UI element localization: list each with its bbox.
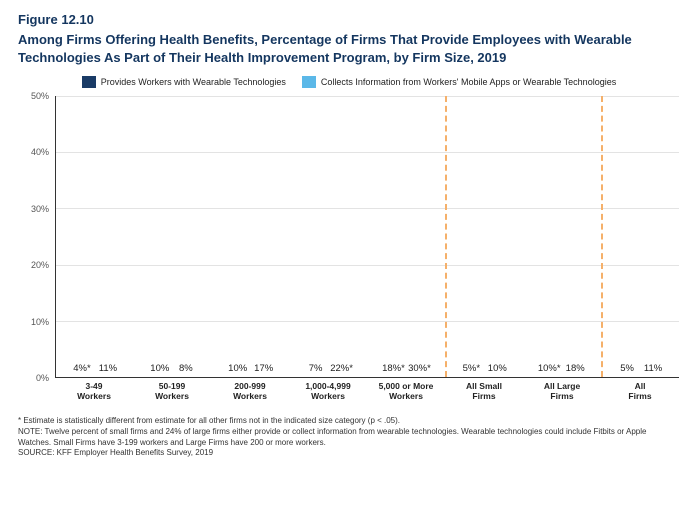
bar-value-label: 22%* — [330, 363, 353, 374]
legend: Provides Workers with Wearable Technolog… — [18, 76, 680, 88]
y-tick-label: 40% — [31, 147, 49, 157]
gridline — [56, 96, 679, 97]
gridline — [56, 265, 679, 266]
gridline — [56, 208, 679, 209]
figure-title: Among Firms Offering Health Benefits, Pe… — [18, 31, 680, 66]
bar-value-label: 30%* — [408, 363, 431, 374]
y-tick-label: 10% — [31, 317, 49, 327]
legend-label: Provides Workers with Wearable Technolog… — [101, 77, 286, 87]
bar-value-label: 5%* — [463, 363, 480, 374]
footnote-line: SOURCE: KFF Employer Health Benefits Sur… — [18, 448, 680, 459]
bar-value-label: 10% — [488, 363, 507, 374]
y-tick-label: 30% — [31, 204, 49, 214]
gridline — [56, 321, 679, 322]
y-axis: 0%10%20%30%40%50% — [19, 96, 51, 378]
group-divider — [601, 96, 603, 377]
figure-number: Figure 12.10 — [18, 12, 680, 27]
bar-value-label: 18%* — [382, 363, 405, 374]
footnotes: * Estimate is statistically different fr… — [18, 416, 680, 459]
chart: 0%10%20%30%40%50% 4%*11%10%8%10%17%7%22%… — [19, 96, 679, 406]
bar-value-label: 18% — [566, 363, 585, 374]
bar-value-label: 8% — [179, 363, 193, 374]
x-axis-label: 1,000-4,999Workers — [289, 378, 367, 406]
legend-item: Collects Information from Workers' Mobil… — [302, 76, 616, 88]
x-axis-labels: 3-49Workers50-199Workers200-999Workers1,… — [55, 378, 679, 406]
legend-swatch — [302, 76, 316, 88]
bars-container: 4%* 11% 10% 8% 10% 17% 7% 22%* 18%*30%* 5%* 10% 10%… — [56, 96, 679, 377]
x-axis-label: All SmallFirms — [445, 378, 523, 406]
x-axis-label: 50-199Workers — [133, 378, 211, 406]
footnote-line: * Estimate is statistically different fr… — [18, 416, 680, 427]
bar-value-label: 11% — [644, 363, 662, 374]
x-axis-label: AllFirms — [601, 378, 679, 406]
footnote-line: NOTE: Twelve percent of small firms and … — [18, 427, 680, 449]
legend-swatch — [82, 76, 96, 88]
figure-container: Figure 12.10 Among Firms Offering Health… — [0, 0, 698, 469]
x-axis-label: 3-49Workers — [55, 378, 133, 406]
bar-value-label: 17% — [254, 363, 273, 374]
group-divider — [445, 96, 447, 377]
bar-value-label: 4%* — [73, 363, 90, 374]
gridline — [56, 152, 679, 153]
bar-value-label: 5% — [620, 363, 634, 374]
y-tick-label: 50% — [31, 91, 49, 101]
x-axis-label: 200-999Workers — [211, 378, 289, 406]
plot-area: 4%* 11% 10% 8% 10% 17% 7% 22%* 18%*30%* 5%* 10% 10%… — [55, 96, 679, 378]
bar-value-label: 10%* — [538, 363, 561, 374]
bar-value-label: 7% — [309, 363, 323, 374]
legend-item: Provides Workers with Wearable Technolog… — [82, 76, 286, 88]
y-tick-label: 0% — [36, 373, 49, 383]
y-tick-label: 20% — [31, 260, 49, 270]
bar-value-label: 10% — [228, 363, 247, 374]
x-axis-label: 5,000 or MoreWorkers — [367, 378, 445, 406]
x-axis-label: All LargeFirms — [523, 378, 601, 406]
legend-label: Collects Information from Workers' Mobil… — [321, 77, 616, 87]
bar-value-label: 10% — [150, 363, 169, 374]
bar-value-label: 11% — [99, 363, 117, 374]
